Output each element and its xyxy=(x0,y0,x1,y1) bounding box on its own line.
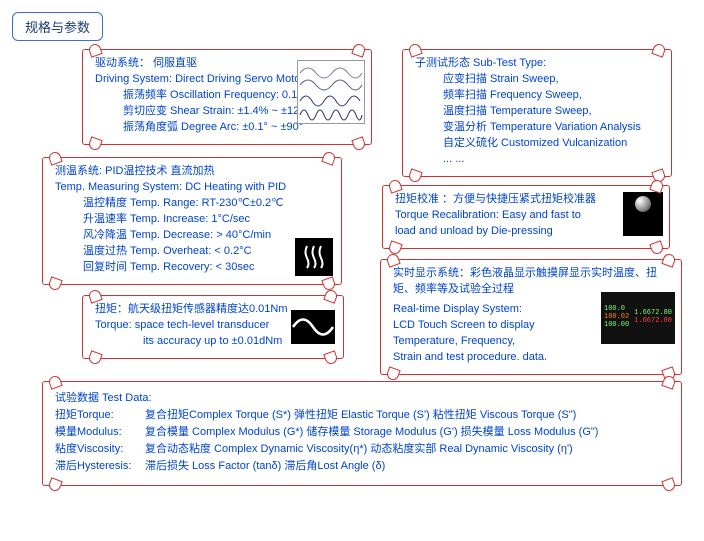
testdata-label: 滞后Hysteresis: xyxy=(55,458,145,475)
temp-l1: 测温系统: PID温控技术 直流加热 xyxy=(55,165,215,177)
temp-l3: 温控精度 Temp. Range: RT-230℃±0.2℃ xyxy=(55,196,333,212)
spec-grid: 驱动系统： 伺服直驱 Driving System: Direct Drivin… xyxy=(12,49,692,529)
testdata-text: 滞后损失 Loss Factor (tanδ) 滞后角Lost Angle (δ… xyxy=(145,458,385,475)
temp-l6: 温度过热 Temp. Overheat: < 0.2°C xyxy=(55,244,333,260)
subtest-l4: 温度扫描 Temperature Sweep, xyxy=(415,104,663,120)
card-temp-system: 测温系统: PID温控技术 直流加热 Temp. Measuring Syste… xyxy=(42,157,342,285)
oscillation-wave-icon xyxy=(297,60,365,124)
driving-l2: Driving System: Direct Driving Servo Mot… xyxy=(95,73,304,85)
card-test-data: 试验数据 Test Data: 扭矩Torque:复合扭矩Complex Tor… xyxy=(42,381,682,486)
subtest-l2: 应变扫描 Strain Sweep, xyxy=(415,72,663,88)
torque-l1: 扭矩：航天级扭矩传感器精度达0.01Nm xyxy=(95,303,288,315)
testdata-row: 模量Modulus:复合模量 Complex Modulus (G*) 储存模量… xyxy=(55,424,669,441)
subtest-l6: 自定义硫化 Customized Vulcanization xyxy=(415,136,663,152)
card-torque: 扭矩：航天级扭矩传感器精度达0.01Nm Torque: space tech-… xyxy=(82,295,344,359)
recal-l1: 扭矩校准 ：方便与快捷压紧式扭矩校准器 xyxy=(395,193,596,205)
heat-icon xyxy=(295,238,333,276)
page-title: 规格与参数 xyxy=(12,12,103,41)
card-torque-recalibration: 扭矩校准 ：方便与快捷压紧式扭矩校准器 Torque Recalibration… xyxy=(382,185,670,249)
testdata-label: 模量Modulus: xyxy=(55,424,145,441)
testdata-header: 试验数据 Test Data: xyxy=(55,390,669,407)
card-subtest-type: 子测试形态 Sub-Test Type: 应变扫描 Strain Sweep, … xyxy=(402,49,672,177)
temp-l7: 回复时间 Temp. Recovery: < 30sec xyxy=(55,260,333,276)
display-l5: Strain and test procedure. data. xyxy=(393,351,547,363)
testdata-row: 扭矩Torque:复合扭矩Complex Torque (S*) 弹性扭矩 El… xyxy=(55,407,669,424)
subtest-l3: 频率扫描 Frequency Sweep, xyxy=(415,88,663,104)
testdata-label: 粘度Viscosity: xyxy=(55,441,145,458)
temp-l5: 风冷降温 Temp. Decrease: > 40°C/min xyxy=(55,228,333,244)
subtest-l5: 变温分析 Temperature Variation Analysis xyxy=(415,120,663,136)
testdata-row: 滞后Hysteresis:滞后损失 Loss Factor (tanδ) 滞后角… xyxy=(55,458,669,475)
recal-l3: load and unload by Die-pressing xyxy=(395,225,553,237)
subtest-l7: ... ... xyxy=(415,152,663,168)
card-realtime-display: 实时显示系统：彩色液晶显示触摸屏显示实时温度、扭矩、频率等及试验全过程 Real… xyxy=(380,259,682,375)
torque-l2: Torque: space tech-level transducer xyxy=(95,319,269,331)
testdata-text: 复合扭矩Complex Torque (S*) 弹性扭矩 Elastic Tor… xyxy=(145,407,576,424)
display-l3: LCD Touch Screen to display xyxy=(393,319,535,331)
testdata-text: 复合模量 Complex Modulus (G*) 储存模量 Storage M… xyxy=(145,424,598,441)
temp-l2: Temp. Measuring System: DC Heating with … xyxy=(55,181,286,193)
temp-l4: 升温速率 Temp. Increase: 1°C/sec xyxy=(55,212,333,228)
driving-l1: 驱动系统： 伺服直驱 xyxy=(95,57,197,69)
calibrator-icon xyxy=(623,192,663,236)
testdata-text: 复合动态粘度 Complex Dynamic Viscosity(η*) 动态粘… xyxy=(145,441,573,458)
sine-wave-icon xyxy=(291,310,335,344)
subtest-l1: 子测试形态 Sub-Test Type: xyxy=(415,57,546,69)
lcd-screen-icon: 100.0 100.02 100.00 1.667 1.667 2.80 2.8… xyxy=(601,292,675,344)
recal-l2: Torque Recalibration: Easy and fast to xyxy=(395,209,581,221)
display-l2: Real-time Display System: xyxy=(393,303,522,315)
testdata-row: 粘度Viscosity:复合动态粘度 Complex Dynamic Visco… xyxy=(55,441,669,458)
display-l4: Temperature, Frequency, xyxy=(393,335,515,347)
card-driving-system: 驱动系统： 伺服直驱 Driving System: Direct Drivin… xyxy=(82,49,372,145)
testdata-label: 扭矩Torque: xyxy=(55,407,145,424)
